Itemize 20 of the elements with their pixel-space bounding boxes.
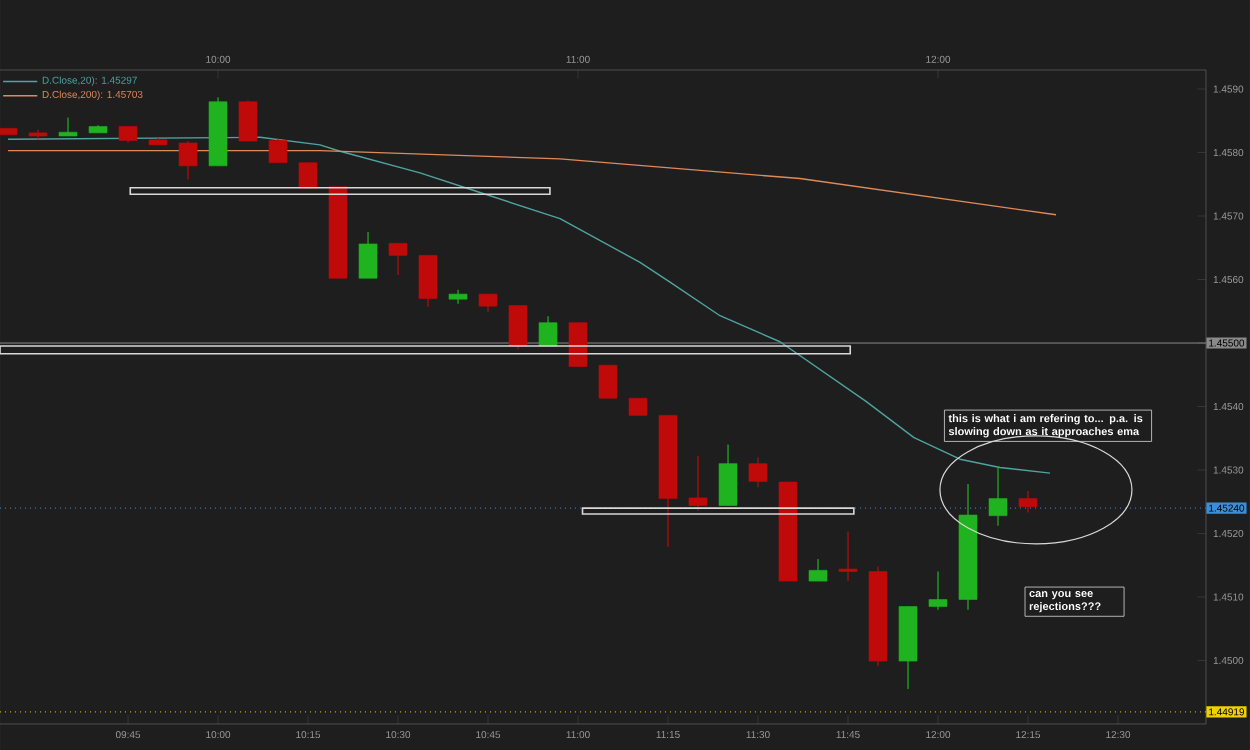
candlestick	[178, 140, 198, 180]
candlestick	[928, 570, 948, 611]
candlestick	[748, 456, 768, 488]
candlestick	[58, 117, 78, 137]
candlestick	[598, 364, 618, 399]
candlestick	[298, 162, 318, 189]
candlestick	[418, 254, 438, 308]
candlestick	[238, 99, 258, 142]
candlestick	[538, 315, 558, 347]
candlestick	[688, 455, 708, 512]
candlestick	[988, 465, 1008, 527]
candlestick	[358, 231, 378, 279]
candlestick	[268, 137, 288, 164]
candlestick	[808, 558, 828, 582]
line-series	[7, 149, 1057, 216]
candlestick	[1018, 490, 1038, 514]
candlestick	[718, 444, 738, 507]
candlestick	[508, 304, 528, 350]
candlestick	[838, 530, 858, 582]
candlestick	[388, 242, 408, 276]
